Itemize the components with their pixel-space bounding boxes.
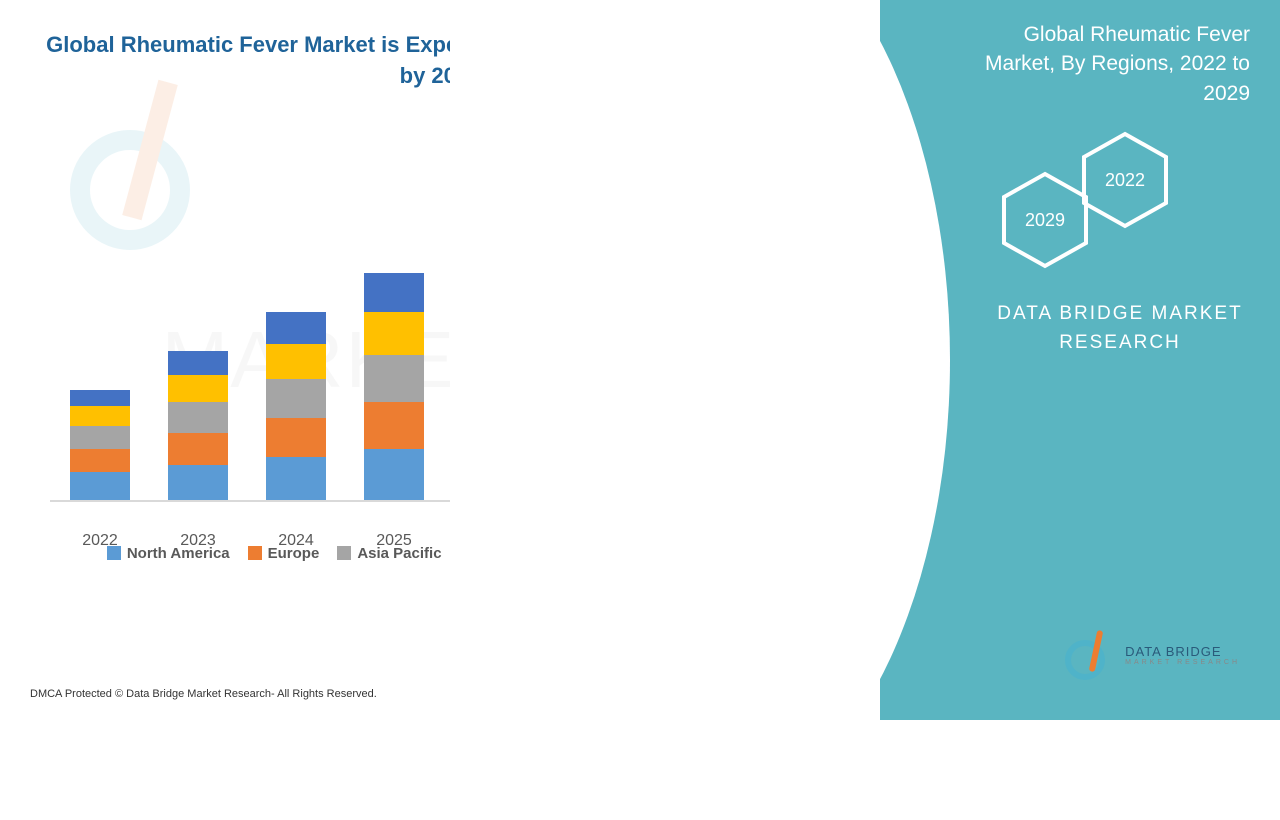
bar-segment (70, 406, 130, 426)
bar-segment (70, 449, 130, 472)
bar-segment (266, 418, 326, 457)
bar-segment (168, 433, 228, 464)
bar-segment (364, 273, 424, 312)
side-panel: Global Rheumatic Fever Market, By Region… (880, 0, 1280, 720)
legend-label: North America (127, 545, 230, 562)
bar-segment (266, 344, 326, 379)
bar-segment (70, 426, 130, 449)
logo-name: DATA BRIDGE (1125, 644, 1240, 659)
logo-mark-icon (1065, 630, 1115, 680)
bar-segment (364, 355, 424, 402)
hex-label: 2022 (1105, 170, 1145, 191)
bar-segment (168, 465, 228, 500)
bar-segment (364, 449, 424, 500)
logo-subtitle: MARKET RESEARCH (1125, 659, 1240, 666)
bar-segment (364, 402, 424, 449)
year-hexagons: 2029 2022 (1000, 130, 1200, 280)
logo-text: DATA BRIDGE MARKET RESEARCH (1125, 644, 1240, 666)
legend-label: Asia Pacific (357, 545, 441, 562)
side-panel-brand: DATA BRIDGE MARKET RESEARCH (990, 300, 1250, 357)
bar-segment (168, 351, 228, 374)
bar-segment (168, 375, 228, 402)
legend-label: Europe (268, 545, 320, 562)
bar-segment (70, 390, 130, 406)
hex-2022: 2022 (1080, 130, 1170, 230)
legend-item: North America (107, 545, 230, 562)
bar-segment (266, 379, 326, 418)
legend-item: Europe (248, 545, 320, 562)
footer-copyright: DMCA Protected © Data Bridge Market Rese… (30, 688, 377, 700)
legend-swatch (248, 546, 262, 560)
bar-segment (70, 472, 130, 499)
bar-segment (168, 402, 228, 433)
hex-2029: 2029 (1000, 170, 1090, 270)
legend-swatch (107, 546, 121, 560)
bar-segment (266, 312, 326, 343)
bar-segment (364, 312, 424, 355)
bar-segment (266, 457, 326, 500)
side-panel-title: Global Rheumatic Fever Market, By Region… (960, 20, 1250, 108)
hex-label: 2029 (1025, 210, 1065, 231)
legend-item: Asia Pacific (337, 545, 441, 562)
legend-swatch (337, 546, 351, 560)
brand-logo: DATA BRIDGE MARKET RESEARCH (1065, 630, 1240, 680)
